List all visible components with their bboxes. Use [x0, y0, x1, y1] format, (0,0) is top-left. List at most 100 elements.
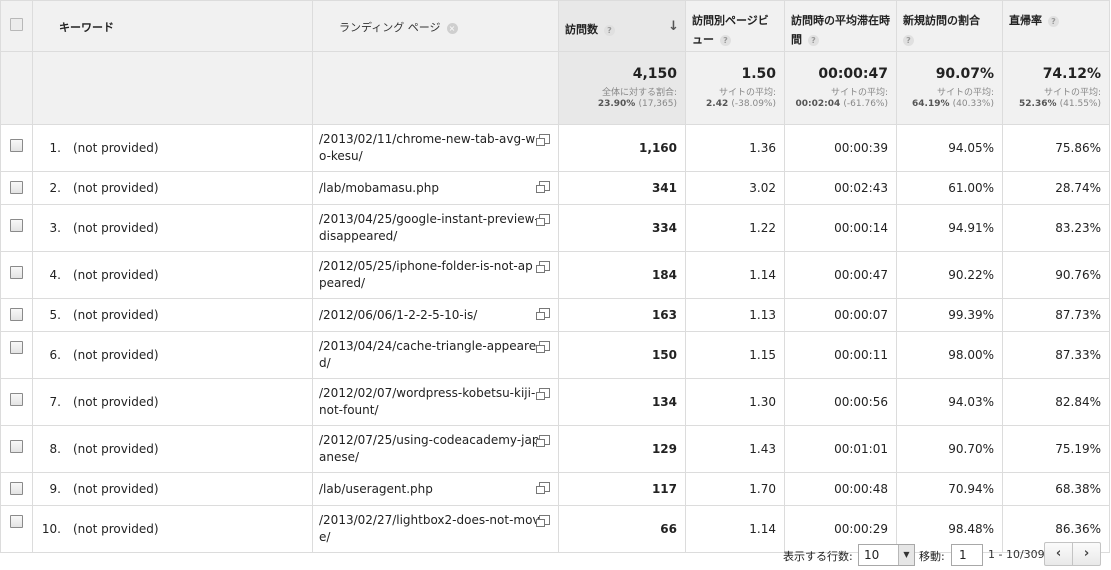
bounce-rate-value: 28.74% [1002, 171, 1110, 205]
row-checkbox-cell[interactable] [0, 425, 33, 473]
next-page-button[interactable]: › [1083, 546, 1090, 561]
select-all-checkbox[interactable] [10, 18, 23, 31]
row-checkbox-cell[interactable] [0, 378, 33, 426]
row-checkbox-cell[interactable] [0, 251, 33, 299]
keyword-link[interactable]: (not provided) [73, 268, 159, 282]
open-in-new-window-icon[interactable] [536, 308, 550, 320]
column-header-avg-duration[interactable]: 訪問時の平均滞在時間? [784, 0, 897, 52]
help-question-icon[interactable]: ? [720, 34, 731, 46]
total-value: 00:00:47 [818, 66, 888, 82]
pages-per-visit-value: 1.70 [685, 472, 785, 506]
keyword-link[interactable]: (not provided) [73, 308, 159, 322]
help-question-icon[interactable]: ? [808, 34, 819, 46]
row-checkbox[interactable] [10, 181, 23, 194]
clear-x-icon[interactable]: × [446, 22, 458, 34]
table-row: 2. (not provided) /lab/mobamasu.php 341 3… [0, 171, 1110, 205]
row-checkbox-cell[interactable] [0, 472, 33, 506]
open-in-new-window-icon[interactable] [536, 435, 550, 447]
total-visits: 4,150 全体に対する割合: 23.90% (17,365) [558, 51, 686, 125]
goto-page-value: 1 [959, 548, 967, 562]
row-checkbox-cell[interactable] [0, 505, 33, 553]
row-checkbox-cell[interactable] [0, 171, 33, 205]
keyword-link[interactable]: (not provided) [73, 395, 159, 409]
row-number: 1. [49, 141, 61, 155]
table-row: 10. (not provided) /2013/02/27/lightbox2-… [0, 505, 1110, 553]
column-label-keyword: キーワード [59, 21, 114, 34]
landing-page-link[interactable]: /2013/02/27/lightbox2-does-not-move/ [319, 513, 540, 544]
row-checkbox[interactable] [10, 219, 23, 232]
open-in-new-window-icon[interactable] [536, 214, 550, 226]
column-header-new-visits[interactable]: 新規訪問の割合? [896, 0, 1003, 52]
column-header-landing-page[interactable]: ランディング ページ × [312, 0, 559, 52]
open-in-new-window-icon[interactable] [536, 181, 550, 193]
help-question-icon[interactable]: ? [1048, 15, 1059, 27]
column-label-bounce-rate: 直帰率 [1009, 14, 1042, 27]
new-visits-value: 94.05% [896, 124, 1003, 172]
goto-page-input[interactable]: 1 [951, 544, 983, 566]
total-value: 74.12% [1042, 66, 1101, 82]
row-checkbox[interactable] [10, 139, 23, 152]
column-header-bounce-rate[interactable]: 直帰率? [1002, 0, 1110, 52]
row-checkbox[interactable] [10, 308, 23, 321]
total-comparison: 00:02:04 (-61.76%) [795, 99, 888, 109]
column-header-pages-per-visit[interactable]: 訪問別ページビュー? [685, 0, 785, 52]
row-checkbox[interactable] [10, 515, 23, 528]
row-checkbox[interactable] [10, 341, 23, 354]
help-question-icon[interactable]: ? [604, 24, 615, 36]
column-header-visits[interactable]: 訪問数? ↓ [558, 0, 686, 52]
row-checkbox[interactable] [10, 266, 23, 279]
total-value: 4,150 [632, 66, 677, 82]
open-in-new-window-icon[interactable] [536, 341, 550, 353]
rows-per-page-select[interactable]: 10 ▼ [858, 544, 915, 566]
keyword-link[interactable]: (not provided) [73, 181, 159, 195]
total-comparison: 64.19% (40.33%) [912, 99, 994, 109]
row-checkbox-cell[interactable] [0, 124, 33, 172]
landing-page-link[interactable]: /lab/mobamasu.php [319, 180, 439, 195]
help-question-icon[interactable]: ? [903, 34, 914, 46]
row-checkbox-cell[interactable] [0, 204, 33, 252]
keyword-link[interactable]: (not provided) [73, 442, 159, 456]
new-visits-value: 94.91% [896, 204, 1003, 252]
landing-page-link[interactable]: /lab/useragent.php [319, 481, 433, 496]
avg-duration-value: 00:00:39 [784, 124, 897, 172]
landing-page-link[interactable]: /2013/04/24/cache-triangle-appeared/ [319, 339, 537, 370]
sort-down-arrow-icon[interactable]: ↓ [668, 19, 679, 34]
keyword-link[interactable]: (not provided) [73, 348, 159, 362]
landing-page-link[interactable]: /2013/02/11/chrome-new-tab-avg-wo-kesu/ [319, 132, 536, 163]
keyword-cell: 2. (not provided) [32, 171, 313, 205]
landing-page-cell: /lab/mobamasu.php [312, 171, 559, 205]
bounce-rate-value: 75.19% [1002, 425, 1110, 473]
dropdown-arrow-icon[interactable]: ▼ [898, 545, 914, 565]
select-all-checkbox-cell[interactable] [0, 0, 33, 52]
landing-page-cell: /2012/06/06/1-2-2-5-10-is/ [312, 298, 559, 332]
landing-page-link[interactable]: /2012/05/25/iphone-folder-is-not-appeare… [319, 259, 533, 290]
landing-page-link[interactable]: /2013/04/25/google-instant-preview-disap… [319, 212, 539, 243]
row-checkbox[interactable] [10, 482, 23, 495]
open-in-new-window-icon[interactable] [536, 515, 550, 527]
keyword-link[interactable]: (not provided) [73, 482, 159, 496]
keyword-link[interactable]: (not provided) [73, 141, 159, 155]
row-checkbox[interactable] [10, 393, 23, 406]
landing-page-link[interactable]: /2012/02/07/wordpress-kobetsu-kiji-not-f… [319, 386, 536, 417]
total-label: サイトの平均: [1043, 88, 1101, 98]
row-checkbox[interactable] [10, 440, 23, 453]
keyword-link[interactable]: (not provided) [73, 522, 159, 536]
pages-per-visit-value: 1.14 [685, 505, 785, 553]
landing-page-link[interactable]: /2012/07/25/using-codeacademy-japanese/ [319, 433, 540, 464]
open-in-new-window-icon[interactable] [536, 261, 550, 273]
total-pages-per-visit: 1.50 サイトの平均: 2.42 (-38.09%) [685, 51, 785, 125]
row-checkbox-cell[interactable] [0, 298, 33, 332]
open-in-new-window-icon[interactable] [536, 388, 550, 400]
total-bounce-rate: 74.12% サイトの平均: 52.36% (41.55%) [1002, 51, 1110, 125]
column-header-keyword[interactable]: キーワード [32, 0, 313, 52]
open-in-new-window-icon[interactable] [536, 482, 550, 494]
prev-page-button[interactable]: ‹ [1045, 543, 1073, 565]
avg-duration-value: 00:00:07 [784, 298, 897, 332]
row-number: 3. [49, 221, 61, 235]
landing-page-link[interactable]: /2012/06/06/1-2-2-5-10-is/ [319, 307, 478, 322]
row-checkbox-cell[interactable] [0, 331, 33, 379]
open-in-new-window-icon[interactable] [536, 134, 550, 146]
keyword-link[interactable]: (not provided) [73, 221, 159, 235]
visits-value: 1,160 [558, 124, 686, 172]
table-row: 3. (not provided) /2013/04/25/google-inst… [0, 204, 1110, 252]
